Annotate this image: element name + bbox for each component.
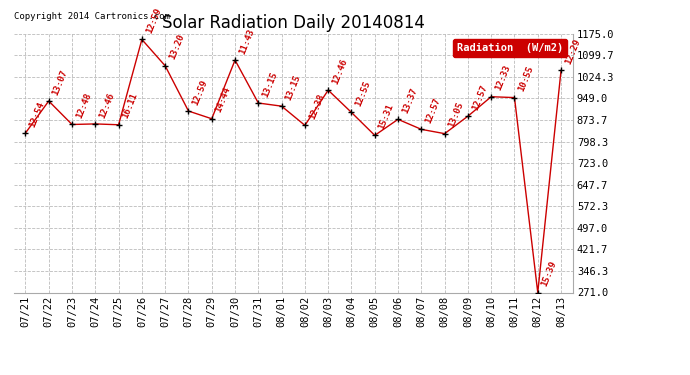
Text: 13:07: 13:07 — [51, 68, 70, 96]
Text: 12:33: 12:33 — [493, 64, 512, 92]
Legend: Radiation  (W/m2): Radiation (W/m2) — [453, 39, 567, 57]
Text: 13:15: 13:15 — [284, 73, 302, 102]
Text: Copyright 2014 Cartronics.com: Copyright 2014 Cartronics.com — [14, 12, 170, 21]
Text: 12:29: 12:29 — [563, 38, 582, 66]
Text: 13:20: 13:20 — [168, 33, 186, 61]
Text: 12:46: 12:46 — [98, 91, 116, 119]
Text: 15:31: 15:31 — [377, 102, 395, 131]
Text: 12:54: 12:54 — [28, 100, 46, 128]
Text: 12:59: 12:59 — [190, 78, 209, 106]
Text: 12:38: 12:38 — [307, 92, 326, 121]
Text: 12:57: 12:57 — [471, 83, 489, 111]
Text: 12:59: 12:59 — [144, 6, 163, 35]
Text: 12:57: 12:57 — [424, 96, 442, 125]
Text: 12:48: 12:48 — [75, 92, 92, 120]
Text: 12:46: 12:46 — [331, 57, 349, 86]
Text: 13:37: 13:37 — [400, 86, 419, 115]
Text: 16:11: 16:11 — [121, 92, 139, 120]
Text: 11:43: 11:43 — [237, 27, 256, 56]
Text: 12:55: 12:55 — [354, 80, 372, 108]
Text: 15:39: 15:39 — [540, 260, 558, 288]
Title: Solar Radiation Daily 20140814: Solar Radiation Daily 20140814 — [162, 14, 424, 32]
Text: 13:15: 13:15 — [261, 70, 279, 98]
Text: 13:05: 13:05 — [447, 101, 465, 129]
Text: 14:44: 14:44 — [214, 86, 233, 114]
Text: 10:55: 10:55 — [517, 64, 535, 93]
